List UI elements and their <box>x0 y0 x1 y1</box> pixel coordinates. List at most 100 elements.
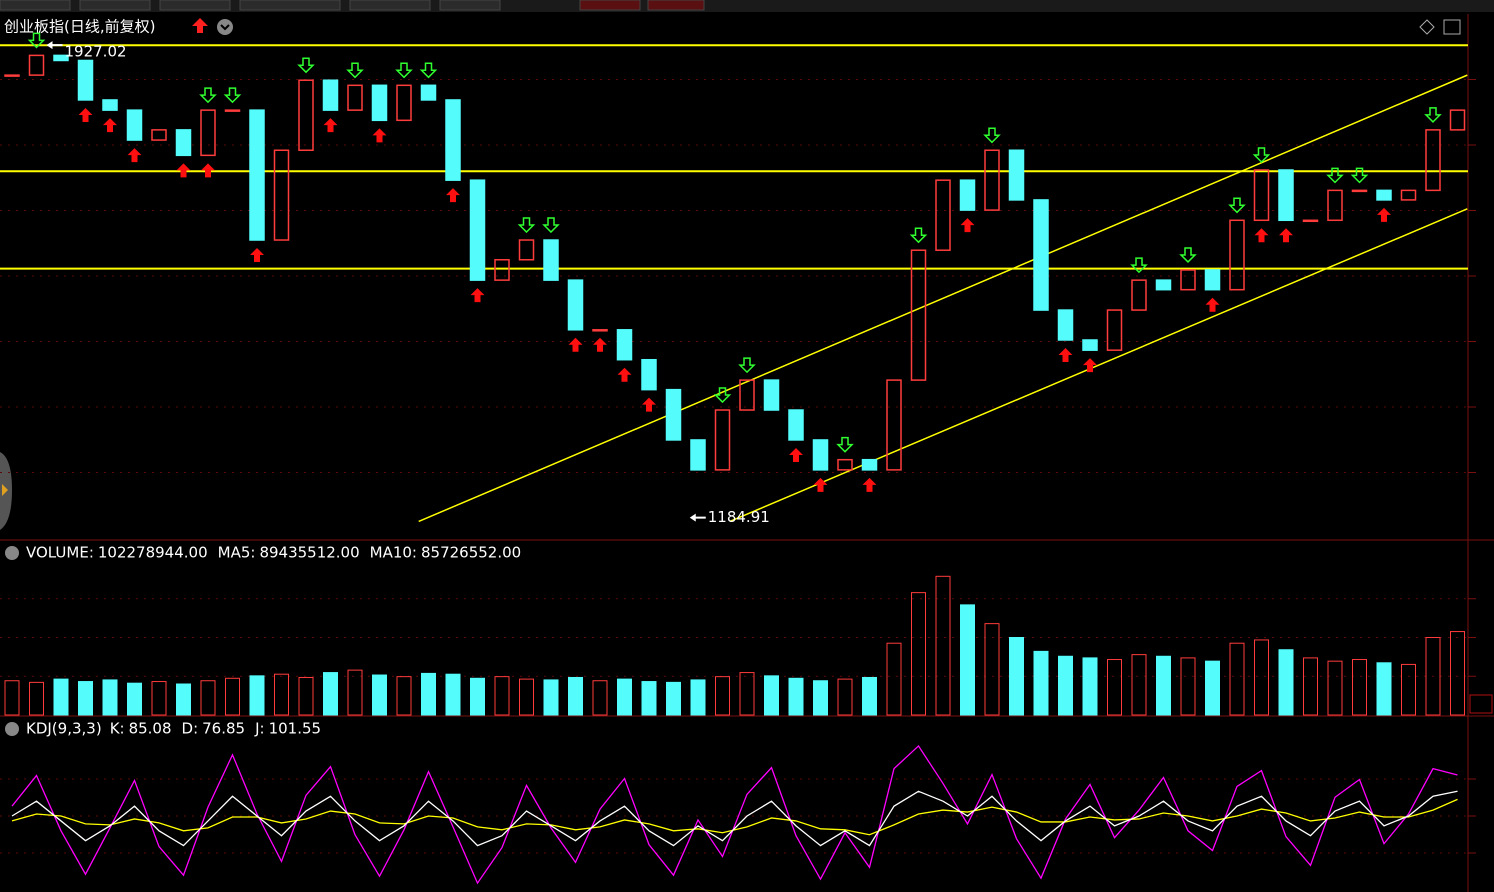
candle <box>518 239 535 261</box>
indicator-line <box>11 798 1458 836</box>
tab[interactable] <box>579 0 641 11</box>
indicator-value: 76.85 <box>202 720 245 738</box>
tab[interactable] <box>159 0 231 11</box>
sell-signal <box>1326 167 1344 184</box>
tab[interactable] <box>439 0 501 11</box>
volume-bar <box>1254 639 1269 716</box>
candle <box>1204 269 1221 291</box>
sell-signal <box>297 57 315 74</box>
indicator-value: 85726552.00 <box>421 544 521 562</box>
candle <box>1376 189 1392 201</box>
buy-signal <box>1058 347 1073 362</box>
volume-bar <box>568 676 583 716</box>
volume-bar <box>1327 660 1343 716</box>
candle <box>4 74 20 77</box>
candle <box>592 329 608 332</box>
volume-bar <box>1352 659 1367 716</box>
candle <box>494 259 510 281</box>
indicator-value: 102278944.00 <box>98 544 208 562</box>
volume-bar <box>862 676 877 716</box>
volume-bar <box>298 676 314 716</box>
candle <box>126 109 143 141</box>
sell-signal <box>346 62 364 79</box>
indicator-value: 89435512.00 <box>259 544 359 562</box>
candle <box>151 129 167 141</box>
indicator-name: J: <box>254 720 264 738</box>
volume-bar <box>1425 637 1441 716</box>
candle <box>200 109 216 157</box>
title-menu-icon[interactable] <box>217 19 233 35</box>
buy-signal <box>813 477 828 492</box>
candle <box>1449 109 1466 131</box>
tab[interactable] <box>349 0 431 11</box>
indicator-line <box>11 790 1458 847</box>
candle <box>910 249 927 381</box>
buy-signal <box>201 163 215 178</box>
volume-bar <box>1156 655 1171 716</box>
buy-signal <box>593 337 607 352</box>
candle <box>763 379 780 411</box>
volume-bar <box>323 672 338 716</box>
candle <box>249 109 265 241</box>
tab[interactable] <box>239 0 341 11</box>
volume-bar <box>1009 637 1024 716</box>
buy-signal <box>1083 358 1097 373</box>
candle <box>616 329 633 361</box>
sell-signal <box>1252 147 1271 164</box>
candle <box>77 59 94 101</box>
buy-signal <box>617 367 632 382</box>
volume-bar <box>641 681 657 716</box>
low-arrow <box>689 513 706 522</box>
tab[interactable] <box>647 0 705 11</box>
candle <box>837 458 853 471</box>
volume-bar <box>29 681 44 716</box>
panel-menu-icon[interactable] <box>5 546 19 560</box>
volume-bar <box>519 678 534 716</box>
volume-bar <box>249 675 265 716</box>
candle <box>469 179 486 281</box>
volume-bar <box>592 680 608 716</box>
low-label: 1184.91 <box>708 508 770 526</box>
candle <box>102 99 118 111</box>
candle <box>445 99 461 181</box>
panel-menu-icon[interactable] <box>5 722 19 736</box>
sell-signal <box>909 227 928 244</box>
candle <box>1253 169 1270 222</box>
buy-signal <box>1254 228 1269 243</box>
volume-bar <box>764 675 779 716</box>
volume-bar <box>935 575 951 716</box>
window-icon[interactable] <box>1443 19 1461 35</box>
volume-bar <box>715 676 730 716</box>
candle <box>396 84 412 122</box>
volume-bar <box>1107 659 1122 716</box>
volume-bar <box>1376 662 1392 716</box>
candle <box>175 129 192 157</box>
buy-signal <box>78 107 93 122</box>
sell-signal <box>1228 197 1246 214</box>
volume-bar <box>1303 657 1318 716</box>
volume-bar <box>274 673 289 716</box>
candle <box>984 149 1000 211</box>
sell-signal <box>983 127 1001 144</box>
buy-signal <box>103 118 117 133</box>
title-icon[interactable] <box>192 18 208 33</box>
sell-signal <box>419 62 438 79</box>
buy-signal <box>1377 207 1391 222</box>
high-arrow <box>46 41 63 50</box>
volume-bar <box>1278 649 1294 716</box>
volume-bar <box>102 679 118 716</box>
window-icon[interactable] <box>1419 19 1435 35</box>
buy-signal <box>176 163 191 178</box>
chart-title: 创业板指(日线,前复权) <box>4 18 155 36</box>
volume-bar <box>225 677 240 716</box>
indicator-title: KDJ(9,3,3) <box>26 720 102 738</box>
candle <box>959 179 976 211</box>
volume-bar <box>813 680 828 716</box>
candle <box>1106 309 1123 351</box>
tab[interactable] <box>79 0 151 11</box>
tab[interactable] <box>0 0 71 11</box>
candle <box>886 379 902 471</box>
indicator-name: MA10: <box>370 544 417 562</box>
